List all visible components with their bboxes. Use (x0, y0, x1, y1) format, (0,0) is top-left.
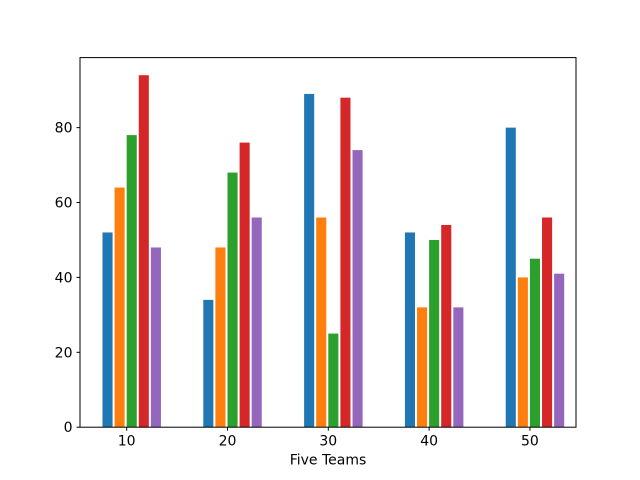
y-tick-label: 60 (55, 196, 73, 212)
x-tick-label: 10 (118, 434, 136, 450)
bar-blue-group-20 (203, 299, 214, 428)
bar-red-group-40 (441, 224, 452, 428)
bar-orange-group-10 (114, 187, 125, 428)
bar-green-group-40 (429, 239, 440, 428)
bar-purple-group-30 (352, 150, 363, 428)
x-tick-label: 20 (219, 434, 237, 450)
bar-red-group-10 (138, 75, 149, 428)
bar-purple-group-20 (251, 217, 262, 428)
bar-blue-group-50 (505, 127, 516, 428)
bar-blue-group-30 (304, 93, 315, 428)
bar-orange-group-30 (316, 217, 327, 428)
bar-orange-group-40 (417, 307, 428, 428)
bar-blue-group-10 (102, 232, 113, 428)
y-tick-label: 20 (55, 345, 73, 361)
y-tick-label: 0 (64, 420, 73, 436)
bar-green-group-30 (328, 333, 339, 428)
x-tick-label: 30 (319, 434, 337, 450)
bar-purple-group-50 (554, 273, 565, 428)
bar-blue-group-40 (404, 232, 415, 428)
bars-layer (102, 75, 565, 428)
x-tick-label: 40 (420, 434, 438, 450)
y-tick-label: 40 (55, 270, 73, 286)
bar-purple-group-10 (150, 247, 161, 428)
bar-red-group-30 (340, 97, 351, 428)
bar-red-group-20 (239, 142, 250, 428)
x-axis-label: Five Teams (290, 453, 367, 469)
axes-layer: 0 20 40 60 80 10 20 30 40 50 (55, 57, 577, 450)
x-tick-label: 50 (521, 434, 539, 450)
bar-green-group-20 (227, 172, 238, 428)
bar-purple-group-40 (453, 307, 464, 428)
bar-red-group-50 (542, 217, 553, 428)
bar-green-group-50 (529, 258, 541, 428)
y-tick-label: 80 (55, 121, 73, 137)
bar-orange-group-20 (215, 247, 226, 428)
bar-orange-group-50 (517, 277, 528, 428)
bar-green-group-10 (126, 135, 137, 428)
